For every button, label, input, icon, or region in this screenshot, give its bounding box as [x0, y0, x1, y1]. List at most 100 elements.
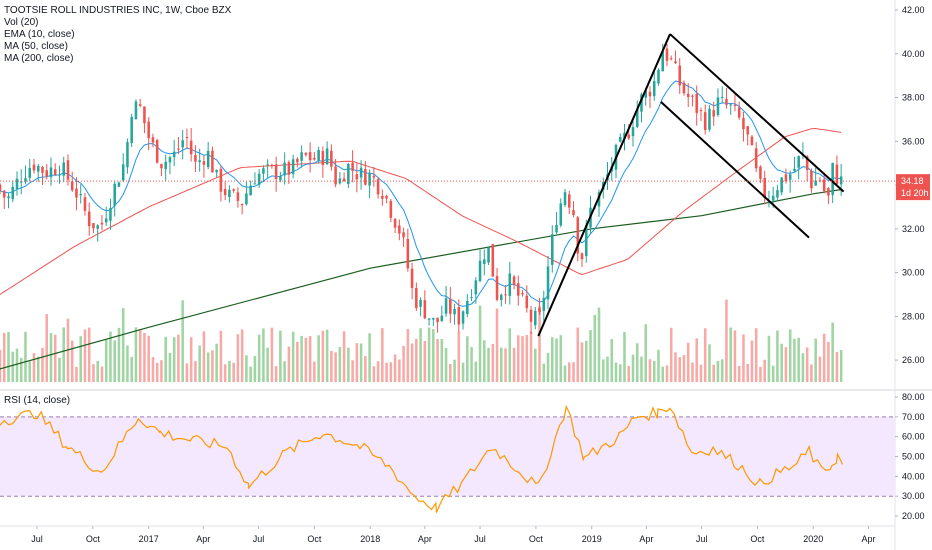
candle-body [87, 211, 91, 227]
candle-body [351, 162, 354, 171]
volume-bar [334, 352, 337, 382]
volume-bar [168, 352, 172, 382]
volume-bar [699, 364, 703, 382]
price-tick-label: 40.00 [902, 49, 925, 59]
volume-bar [117, 327, 121, 382]
volume-bar [835, 352, 839, 382]
candle-body [381, 195, 384, 199]
volume-bar [257, 334, 261, 382]
volume-bar [491, 343, 495, 382]
volume-bar [423, 341, 427, 382]
volume-bar [831, 322, 834, 382]
candle-body [202, 161, 206, 165]
volume-bar [576, 327, 580, 382]
price-tick-label: 30.00 [902, 268, 925, 278]
volume-bar [674, 352, 677, 382]
volume-bar [359, 343, 363, 382]
time-tick-label: Apr [639, 534, 653, 544]
volume-bar [300, 336, 303, 382]
candle-body [517, 283, 520, 296]
volume-bar [538, 305, 541, 382]
candle-body [729, 104, 732, 106]
volume-bar [87, 327, 91, 382]
volume-bar [827, 341, 830, 382]
rsi-tick-label: 20.00 [902, 511, 925, 521]
candle-body [703, 112, 707, 131]
rsi-band [0, 416, 895, 497]
volume-bar [355, 343, 359, 382]
volume-bar [100, 366, 104, 382]
candle-body [631, 127, 635, 137]
candle-body [504, 294, 507, 296]
candle-body [368, 173, 371, 186]
volume-bar [793, 338, 796, 382]
volume-bar [631, 354, 635, 382]
volume-bar [232, 362, 235, 382]
time-tick-label: Oct [750, 534, 765, 544]
candle-body [512, 276, 516, 285]
candle-body [419, 299, 422, 307]
candle-body [793, 168, 796, 172]
candle-body [580, 253, 584, 260]
candle-body [215, 169, 218, 173]
candle-body [835, 164, 839, 185]
volume-bar [24, 331, 27, 382]
candle-body [754, 148, 758, 169]
volume-bar [147, 335, 150, 382]
candle-body [32, 164, 36, 171]
candle-body [508, 273, 512, 296]
volume-bar [321, 330, 325, 382]
volume-bar [470, 347, 473, 382]
candle-body [15, 178, 19, 190]
volume-bar [763, 359, 766, 382]
candle-body [415, 287, 418, 309]
candle-body [495, 276, 499, 300]
volume-bar [771, 365, 775, 382]
candle-body [296, 158, 299, 163]
volume-bar [657, 349, 660, 382]
candle-body [130, 116, 133, 144]
volume-bar [92, 364, 95, 382]
volume-bar [839, 350, 843, 382]
volume-bar [279, 330, 282, 382]
candle-body [839, 176, 843, 185]
volume-bar [2, 332, 6, 382]
volume-bar [746, 364, 749, 382]
time-tick-label: Oct [86, 534, 101, 544]
volume-bar [266, 347, 269, 382]
candle-body [28, 167, 32, 178]
volume-bar [402, 345, 405, 382]
candle-body [457, 307, 461, 325]
volume-bar [45, 314, 49, 382]
candle-body [206, 150, 210, 168]
candle-body [0, 184, 2, 191]
volume-bar [487, 347, 490, 382]
candle-body [546, 266, 550, 300]
candle-body [372, 175, 376, 178]
volume-bar [151, 357, 155, 382]
candle-body [635, 109, 639, 127]
volume-bar [805, 347, 809, 382]
candle-body [538, 307, 541, 313]
volume-bar [635, 343, 639, 382]
candle-body [53, 169, 57, 175]
candle-body [784, 174, 788, 182]
candle-body [474, 280, 478, 295]
candle-body [347, 163, 350, 184]
candle-body [160, 164, 163, 169]
time-tick-label: 2017 [139, 534, 159, 544]
candle-body [270, 164, 274, 166]
volume-bar [185, 363, 189, 382]
candle-body [750, 136, 754, 146]
time-tick-label: Oct [307, 534, 322, 544]
candle-body [317, 150, 320, 161]
candle-body [644, 90, 648, 98]
candle-body [827, 188, 830, 196]
candle-body [364, 168, 367, 185]
candle-body [440, 315, 444, 321]
volume-bar [32, 353, 36, 382]
rsi-tick-label: 60.00 [902, 432, 925, 442]
volume-bar [342, 331, 346, 382]
volume-bar [584, 340, 588, 382]
ma50-line [0, 127, 842, 295]
